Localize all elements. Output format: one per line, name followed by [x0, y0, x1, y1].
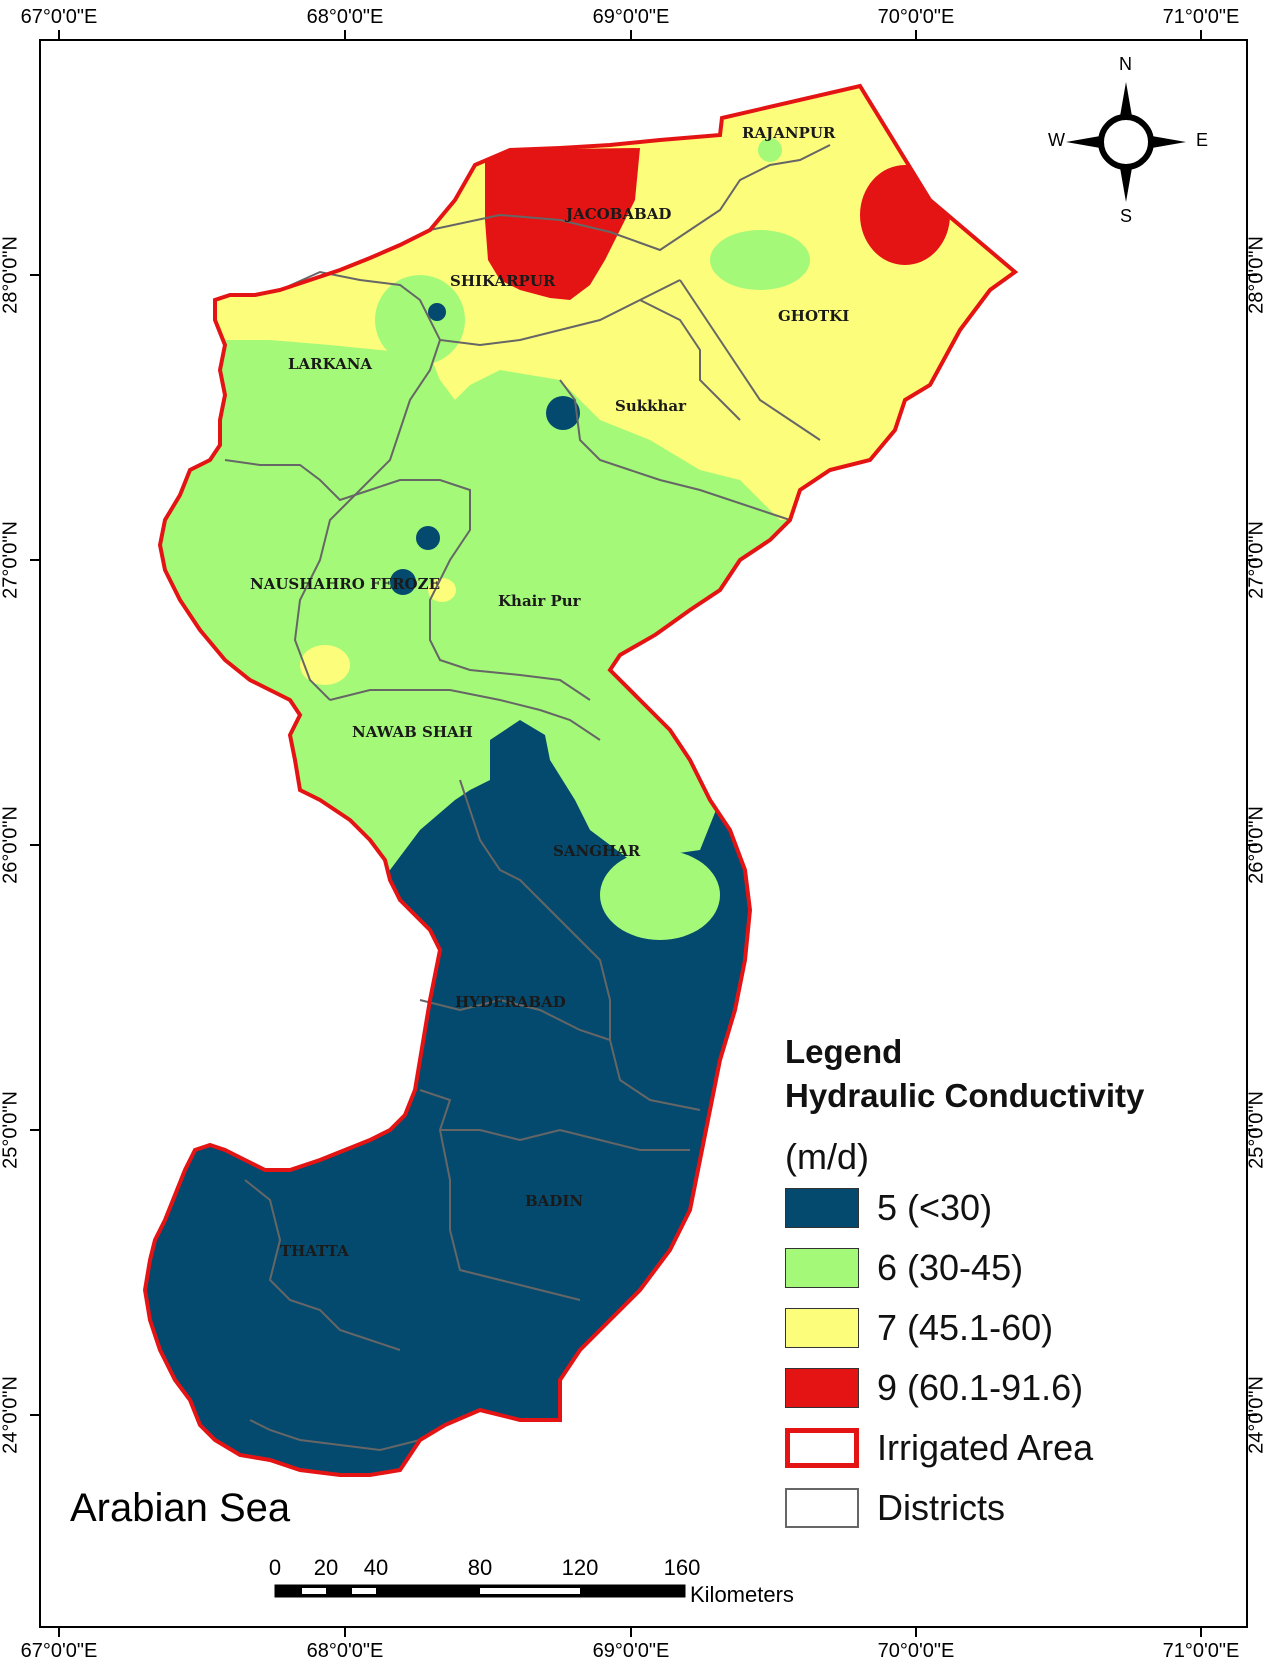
- latitude-label-right: 24°0'0"N: [1245, 1376, 1268, 1454]
- legend-swatch-districts: [785, 1488, 859, 1528]
- scale-number: 160: [663, 1555, 701, 1580]
- longitude-label-bottom: 67°0'0"E: [20, 1640, 98, 1662]
- legend-title: Legend: [785, 1033, 903, 1070]
- latitude-label-left: 25°0'0"N: [0, 1091, 22, 1169]
- scale-number: 80: [467, 1555, 493, 1580]
- longitude-label-top: 67°0'0"E: [20, 6, 98, 28]
- legend-swatch-class-9: [785, 1368, 859, 1408]
- latitude-label-right: 26°0'0"N: [1245, 806, 1268, 884]
- scale-bar: [274, 1584, 686, 1598]
- sea-label: Arabian Sea: [70, 1486, 291, 1530]
- district-label-jacobabad: JACOBABAD: [566, 205, 672, 223]
- legend-swatch-class-5: [785, 1188, 859, 1228]
- class-6-patch: [758, 138, 782, 162]
- compass-west: W: [1048, 130, 1065, 150]
- district-label-naushahro-feroze: NAUSHAHRO FEROZE: [250, 575, 440, 593]
- longitude-label-bottom: 68°0'0"E: [306, 1640, 384, 1662]
- class-6-patch: [600, 850, 720, 940]
- longitude-label-bottom: 69°0'0"E: [592, 1640, 670, 1662]
- graticule-ticks: [30, 30, 1257, 1637]
- district-label-thatta: THATTA: [280, 1242, 349, 1260]
- compass-south: S: [1120, 206, 1133, 226]
- longitude-label-top: 69°0'0"E: [592, 6, 670, 28]
- legend: Legend Hydraulic Conductivity (m/d) 5 (<…: [785, 1030, 1245, 1538]
- compass-east: E: [1196, 130, 1209, 150]
- legend-item: 9 (60.1-91.6): [785, 1358, 1245, 1418]
- legend-label: 7 (45.1-60): [877, 1307, 1054, 1348]
- class-7-patch: [428, 578, 456, 602]
- district-label-larkana: LARKANA: [288, 355, 373, 373]
- latitude-label-right: 27°0'0"N: [1245, 521, 1268, 599]
- class-5-spot: [546, 396, 580, 430]
- legend-label: 5 (<30): [877, 1187, 993, 1228]
- latitude-label-right: 28°0'0"N: [1245, 236, 1268, 314]
- legend-label: 9 (60.1-91.6): [877, 1367, 1084, 1408]
- legend-item: 6 (30-45): [785, 1238, 1245, 1298]
- north-arrow: [1066, 82, 1186, 202]
- longitude-label-top: 70°0'0"E: [877, 6, 955, 28]
- legend-swatch-irrigated: [785, 1428, 859, 1468]
- legend-item: 7 (45.1-60): [785, 1298, 1245, 1358]
- longitude-label-top: 71°0'0"E: [1162, 6, 1240, 28]
- class-5-spot: [428, 303, 446, 321]
- class-9-zone: [860, 165, 950, 265]
- legend-swatch-class-7: [785, 1308, 859, 1348]
- latitude-label-left: 28°0'0"N: [0, 236, 22, 314]
- legend-swatch-class-6: [785, 1248, 859, 1288]
- class-5-spot: [390, 569, 416, 595]
- longitude-label-bottom: 70°0'0"E: [877, 1640, 955, 1662]
- district-label-sukkhar: Sukkhar: [615, 397, 687, 415]
- class-5-spot: [416, 526, 440, 550]
- scale-number: 120: [561, 1555, 599, 1580]
- class-6-patch: [710, 230, 810, 290]
- class-7-patch: [300, 645, 350, 685]
- district-label-hyderabad: HYDERABAD: [455, 993, 566, 1011]
- legend-item: Districts: [785, 1478, 1245, 1538]
- legend-unit: (m/d): [785, 1136, 869, 1177]
- scale-unit: Kilometers: [690, 1582, 794, 1607]
- class-9-zone: [485, 148, 640, 300]
- latitude-label-left: 27°0'0"N: [0, 521, 22, 599]
- legend-label: 6 (30-45): [877, 1247, 1024, 1288]
- scale-number: 40: [363, 1555, 389, 1580]
- legend-subtitle: Hydraulic Conductivity: [785, 1077, 1145, 1114]
- longitude-label-top: 68°0'0"E: [306, 6, 384, 28]
- latitude-label-left: 24°0'0"N: [0, 1376, 22, 1454]
- district-label-rajanpur: RAJANPUR: [742, 124, 836, 142]
- legend-item: Irrigated Area: [785, 1418, 1245, 1478]
- scale-number: 20: [313, 1555, 339, 1580]
- district-label-nawab-shah: NAWAB SHAH: [352, 723, 473, 741]
- latitude-label-left: 26°0'0"N: [0, 806, 22, 884]
- district-label-khair-pur: Khair Pur: [498, 592, 581, 610]
- class-6-patch: [375, 275, 465, 365]
- district-label-sanghar: SANGHAR: [553, 842, 641, 860]
- longitude-label-bottom: 71°0'0"E: [1162, 1640, 1240, 1662]
- legend-label: Districts: [877, 1487, 1005, 1528]
- district-label-shikarpur: SHIKARPUR: [450, 272, 556, 290]
- map-border: [39, 39, 1248, 1628]
- district-boundaries: [224, 144, 831, 1452]
- district-label-badin: BADIN: [525, 1192, 584, 1210]
- compass-north: N: [1119, 54, 1132, 74]
- district-label-ghotki: GHOTKI: [778, 307, 850, 325]
- scale-number: 0: [268, 1555, 282, 1580]
- latitude-label-right: 25°0'0"N: [1245, 1091, 1268, 1169]
- legend-item: 5 (<30): [785, 1178, 1245, 1238]
- legend-label: Irrigated Area: [877, 1427, 1094, 1468]
